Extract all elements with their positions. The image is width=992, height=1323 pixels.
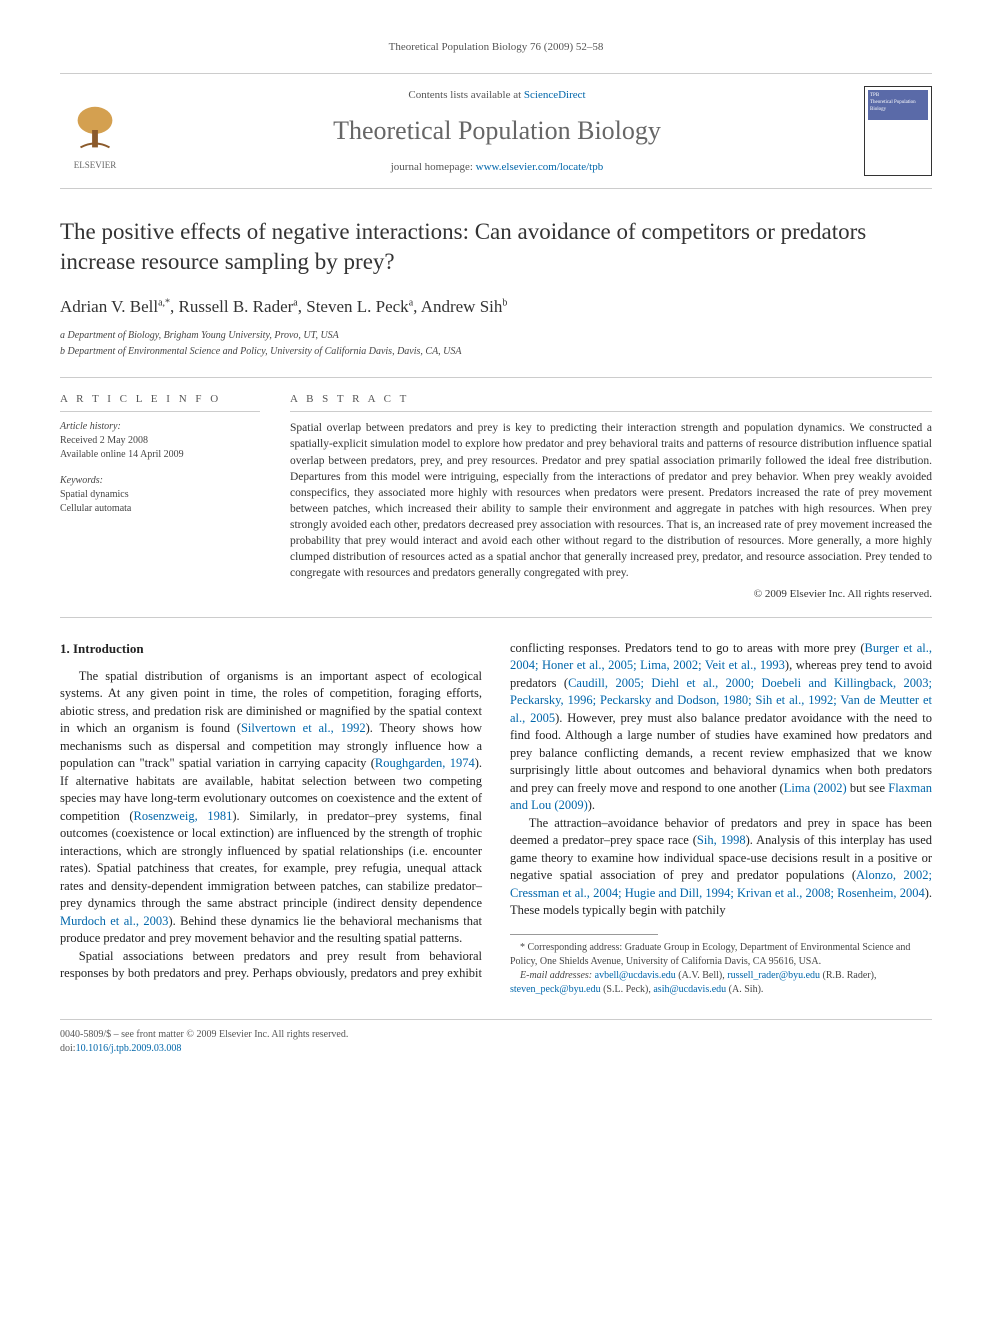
running-head: Theoretical Population Biology 76 (2009)… [60,40,932,55]
info-abstract-row: A R T I C L E I N F O Article history: R… [60,377,932,618]
p2-text-d: but see [847,781,889,795]
elsevier-tree-icon [66,101,124,159]
abstract-heading: A B S T R A C T [290,392,932,412]
sciencedirect-link[interactable]: ScienceDirect [524,89,586,101]
ref-lima-2002[interactable]: Lima (2002) [784,781,847,795]
keyword-1: Spatial dynamics [60,488,260,502]
front-matter-line: 0040-5809/$ – see front matter © 2009 El… [60,1028,348,1042]
ref-murdoch-2003[interactable]: Murdoch et al., 2003 [60,914,168,928]
email-label: E-mail addresses: [520,970,592,981]
article-history-label: Article history: [60,420,260,434]
journal-header: ELSEVIER Contents lists available at Sci… [60,73,932,189]
homepage-link[interactable]: www.elsevier.com/locate/tpb [476,161,604,173]
email-bell-who: (A.V. Bell) [678,970,722,981]
affiliations: a Department of Biology, Brigham Young U… [60,329,932,359]
article-info-heading: A R T I C L E I N F O [60,392,260,412]
intro-para-3: The attraction–avoidance behavior of pre… [510,815,932,920]
affiliation-a: a Department of Biology, Brigham Young U… [60,329,932,343]
footnote-separator [510,934,658,935]
journal-name: Theoretical Population Biology [148,113,846,149]
email-peck[interactable]: steven_peck@byu.edu [510,984,601,995]
received-date: Received 2 May 2008 [60,434,260,448]
intro-para-1: The spatial distribution of organisms is… [60,668,482,948]
article-body: 1. Introduction The spatial distribution… [60,640,932,997]
publisher-name: ELSEVIER [74,159,117,172]
ref-rosenzweig-1981[interactable]: Rosenzweig, 1981 [134,809,233,823]
section-heading-intro: 1. Introduction [60,640,482,658]
corresponding-address: * Corresponding address: Graduate Group … [510,941,932,969]
header-center: Contents lists available at ScienceDirec… [148,88,846,175]
p1-text-d: ). Similarly, in predator–prey systems, … [60,809,482,911]
p2-text-e: ). [588,798,595,812]
abstract-text: Spatial overlap between predators and pr… [290,420,932,581]
email-sih-who: (A. Sih) [729,984,761,995]
journal-cover-thumbnail: TPB Theoretical Population Biology [864,86,932,176]
email-rader[interactable]: russell_rader@byu.edu [727,970,820,981]
ref-roughgarden-1974[interactable]: Roughgarden, 1974 [375,756,475,770]
article-info: A R T I C L E I N F O Article history: R… [60,392,260,603]
ref-sih-1998[interactable]: Sih, 1998 [697,833,746,847]
affiliation-b: b Department of Environmental Science an… [60,345,932,359]
footnotes: * Corresponding address: Graduate Group … [510,941,932,997]
doi-label: doi: [60,1043,76,1054]
keyword-2: Cellular automata [60,502,260,516]
doi-link[interactable]: 10.1016/j.tpb.2009.03.008 [76,1043,182,1054]
email-rader-who: (R.B. Rader) [823,970,874,981]
article-title: The positive effects of negative interac… [60,217,932,277]
email-addresses: E-mail addresses: avbell@ucdavis.edu (A.… [510,969,932,997]
keywords-label: Keywords: [60,474,260,488]
online-date: Available online 14 April 2009 [60,448,260,462]
footer-left: 0040-5809/$ – see front matter © 2009 El… [60,1028,348,1056]
contents-prefix: Contents lists available at [408,89,523,101]
journal-homepage: journal homepage: www.elsevier.com/locat… [148,160,846,175]
cover-title: Theoretical Population Biology [870,99,926,113]
contents-available: Contents lists available at ScienceDirec… [148,88,846,103]
email-sih[interactable]: asih@ucdavis.edu [653,984,726,995]
homepage-prefix: journal homepage: [391,161,476,173]
email-peck-who: (S.L. Peck) [603,984,648,995]
ref-silvertown-1992[interactable]: Silvertown et al., 1992 [241,721,366,735]
abstract-copyright: © 2009 Elsevier Inc. All rights reserved… [290,587,932,602]
abstract: A B S T R A C T Spatial overlap between … [290,392,932,603]
elsevier-logo: ELSEVIER [60,91,130,171]
email-bell[interactable]: avbell@ucdavis.edu [595,970,676,981]
cover-abbrev: TPB [870,92,926,99]
authors-line: Adrian V. Bella,*, Russell B. Radera, St… [60,295,932,319]
footer-bar: 0040-5809/$ – see front matter © 2009 El… [60,1019,932,1056]
